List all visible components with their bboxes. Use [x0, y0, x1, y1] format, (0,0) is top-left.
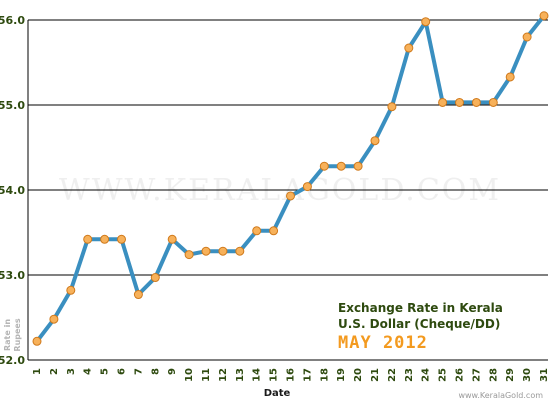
x-tick-label: 26: [455, 368, 466, 382]
y-axis-label-line2: Rupees: [13, 318, 22, 351]
data-point: [455, 97, 464, 107]
x-tick-label: 1: [32, 368, 43, 375]
x-tick-label: 3: [66, 368, 77, 375]
y-tick-label: 54.0: [0, 184, 25, 197]
footer-site: www.KeralaGold.com: [458, 391, 543, 400]
data-point: [133, 290, 143, 300]
x-tick-label: 8: [150, 368, 161, 375]
data-point: [83, 234, 93, 244]
y-tick-label: 56.0: [0, 14, 25, 27]
data-point: [522, 32, 532, 42]
x-tick-label: 23: [404, 368, 415, 382]
data-point: [353, 161, 363, 171]
y-tick-labels: 52.0 53.0 54.0 55.0 56.0: [0, 14, 25, 367]
x-tick-label: 14: [252, 368, 263, 382]
x-tick-label: 16: [286, 368, 297, 382]
x-tick-label: 10: [184, 368, 195, 382]
data-point: [150, 273, 160, 283]
data-point: [302, 182, 312, 192]
x-tick-label: 31: [539, 368, 550, 382]
data-point: [184, 250, 194, 260]
x-tick-label: 20: [353, 368, 364, 382]
x-tick-label: 24: [421, 368, 432, 382]
y-tick-label: 55.0: [0, 99, 25, 112]
data-point: [117, 234, 126, 244]
data-point: [438, 97, 448, 107]
x-tick-label: 15: [269, 368, 280, 382]
data-point: [370, 136, 380, 146]
data-point: [269, 226, 279, 236]
data-point: [201, 246, 211, 256]
data-point: [471, 97, 481, 107]
x-tick-label: 9: [167, 368, 178, 375]
data-point: [505, 72, 515, 82]
x-tick-labels: 1 2 3 4 5 6 7 8 9 10 11 12 13 14 15 16 17 18 19 20 21 22 23 24 2…: [32, 368, 550, 382]
data-point: [404, 43, 414, 53]
chart-title-line1: Exchange Rate in Kerala: [338, 301, 503, 315]
x-tick-label: 28: [488, 368, 499, 382]
x-tick-label: 30: [522, 368, 533, 382]
x-tick-label: 19: [336, 368, 347, 382]
data-point: [336, 161, 346, 171]
x-tick-label: 18: [319, 368, 330, 382]
x-tick-label: 6: [117, 368, 128, 375]
marker-layer: [32, 11, 549, 346]
grid-layer: [27, 19, 548, 361]
x-axis-label: Date: [264, 388, 291, 399]
data-point: [49, 314, 59, 324]
data-point: [66, 285, 76, 295]
x-tick-label: 7: [133, 368, 144, 375]
x-tick-label: 29: [505, 368, 516, 382]
x-tick-label: 21: [370, 368, 381, 382]
x-tick-label: 25: [438, 368, 449, 382]
x-tick-label: 17: [302, 368, 313, 382]
y-axis-label-line1: Rate in: [3, 319, 12, 351]
x-tick-label: 13: [235, 368, 246, 382]
y-tick-label: 52.0: [0, 354, 25, 367]
x-tick-label: 12: [218, 368, 229, 382]
x-tick-label: 5: [100, 368, 111, 375]
x-tick-label: 2: [49, 368, 60, 375]
x-tick-label: 4: [83, 368, 94, 375]
data-point: [235, 246, 245, 256]
data-point: [421, 17, 431, 27]
y-tick-label: 53.0: [0, 269, 25, 282]
data-point: [252, 226, 262, 236]
data-point: [32, 336, 42, 346]
data-point: [100, 234, 110, 244]
data-point: [286, 191, 295, 201]
data-point: [488, 97, 498, 107]
data-point: [218, 246, 228, 256]
x-tick-label: 27: [471, 368, 482, 382]
data-point: [167, 234, 177, 244]
x-tick-label: 22: [387, 368, 398, 382]
x-tick-label: 11: [201, 368, 212, 382]
data-point: [539, 11, 549, 21]
chart-title-line2: U.S. Dollar (Cheque/DD): [338, 317, 500, 331]
data-point: [387, 102, 397, 112]
chart-period: MAY 2012: [338, 333, 428, 353]
data-point: [319, 161, 329, 171]
